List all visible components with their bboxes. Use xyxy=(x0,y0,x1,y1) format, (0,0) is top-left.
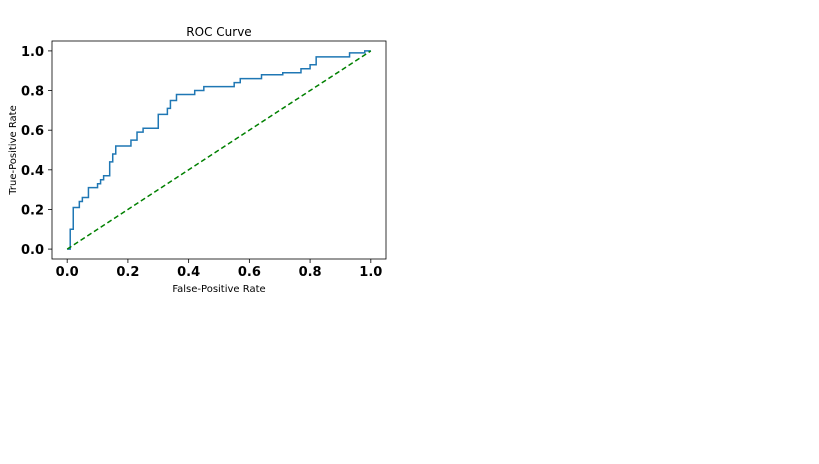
x-tick-label: 0.4 xyxy=(177,265,200,280)
x-tick-label: 0.6 xyxy=(238,265,261,280)
y-tick-label: 0.2 xyxy=(21,203,44,218)
plot-area: 0.0 0.2 0.4 0.6 0.8 1.0 0.0 0.2 0.4 0.6 0.8 1.0 xyxy=(21,40,387,280)
x-tick-label: 0.8 xyxy=(299,265,322,280)
y-tick-label: 0.4 xyxy=(21,164,44,179)
x-axis-label: False-Positive Rate xyxy=(172,284,265,295)
x-tick-label: 0.0 xyxy=(56,265,79,280)
y-axis-label: True-Positive Rate xyxy=(8,105,19,196)
y-tick-label: 0.6 xyxy=(21,124,44,139)
chance-diagonal-line xyxy=(66,50,372,250)
y-tick-label: 0.0 xyxy=(21,243,44,258)
x-tick-label: 1.0 xyxy=(359,265,382,280)
plot-frame xyxy=(51,40,387,260)
chart-title: ROC Curve xyxy=(186,25,251,39)
roc-curve-line xyxy=(67,50,371,250)
x-tick-label: 0.2 xyxy=(116,265,139,280)
y-tick-label: 1.0 xyxy=(21,45,44,60)
y-tick-label: 0.8 xyxy=(21,85,44,100)
